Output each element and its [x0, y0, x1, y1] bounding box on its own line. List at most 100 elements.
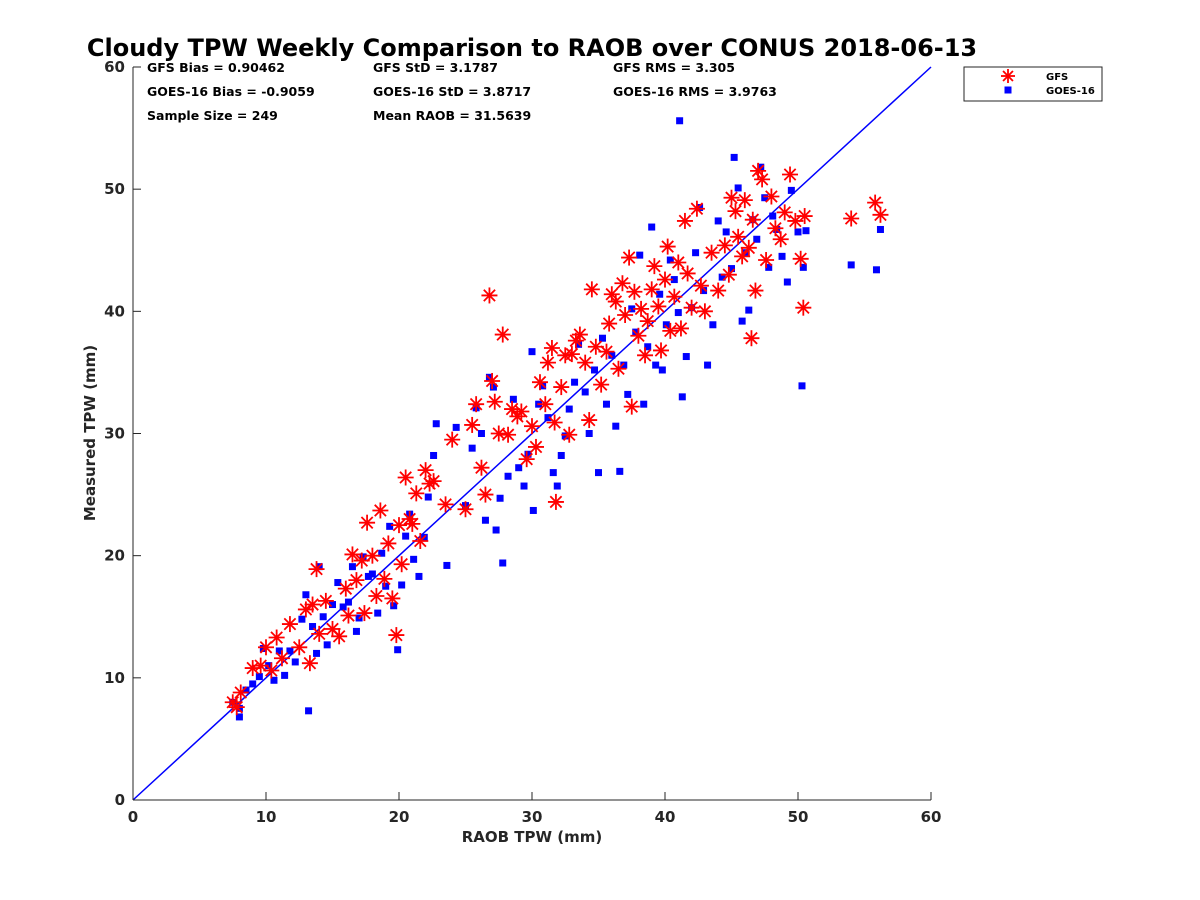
gfs-point [666, 288, 683, 305]
gfs-point [626, 283, 643, 300]
goes16-point [235, 713, 243, 721]
x-tick-label: 60 [921, 808, 942, 826]
gfs-point [659, 238, 676, 255]
goes16-point [678, 393, 686, 401]
gfs-point [553, 379, 570, 396]
goes16-point [528, 348, 536, 356]
gfs-point [301, 655, 318, 672]
goes16-point [291, 658, 299, 666]
goes16-point [432, 420, 440, 428]
stat-text: GOES-16 Bias = -0.9059 [147, 84, 315, 99]
goes16-point [430, 451, 438, 459]
gfs-point [703, 244, 720, 261]
goes16-point [348, 563, 356, 571]
goes16-point [682, 353, 690, 361]
goes16-point [410, 555, 418, 563]
goes16-point [255, 673, 263, 681]
gfs-point [650, 298, 667, 315]
goes16-point [520, 482, 528, 490]
gfs-point [782, 166, 799, 183]
goes16-point [787, 186, 795, 194]
goes16-point [644, 343, 652, 351]
goes16-point [652, 361, 660, 369]
gfs-point [776, 204, 793, 221]
y-tick-label: 40 [104, 302, 125, 320]
goes16-point [323, 641, 331, 649]
goes16-point [298, 615, 306, 623]
goes16-point [549, 469, 557, 477]
gfs-point [376, 570, 393, 587]
stat-text: Mean RAOB = 31.5639 [373, 108, 531, 123]
gfs-point [524, 418, 540, 435]
gfs-point [481, 287, 498, 304]
goes16-point [302, 591, 310, 599]
legend-item: GOES-16 [1004, 86, 1095, 97]
goes16-point [798, 382, 806, 390]
gfs-point [537, 396, 554, 413]
legend: GFS GOES-16 [963, 66, 1103, 102]
gfs-point [633, 300, 650, 317]
gfs-point [872, 206, 889, 223]
gfs-point [437, 496, 454, 513]
gfs-point [607, 293, 624, 310]
goes16-point [745, 306, 753, 314]
gfs-point [683, 299, 700, 316]
goes16-point [281, 671, 289, 679]
goes16-point [398, 581, 406, 589]
goes16-point [390, 602, 398, 610]
stat-text: GFS Bias = 0.90462 [147, 60, 285, 75]
goes16-point [402, 532, 410, 540]
goes16-point [709, 321, 717, 329]
gfs-point [593, 376, 610, 393]
gfs-point [730, 228, 747, 245]
goes16-point [802, 227, 810, 235]
gfs-point [692, 277, 709, 294]
gfs-point [867, 194, 884, 211]
goes16-point [313, 649, 321, 657]
goes16-point [595, 469, 602, 477]
goes16-point [794, 228, 802, 236]
gfs-point [228, 699, 245, 716]
gfs-point [657, 271, 673, 288]
gfs-point [623, 398, 640, 415]
goes16-point [581, 388, 589, 396]
gfs-point [484, 372, 501, 389]
goes16-point [481, 516, 489, 524]
gfs-point [563, 346, 580, 363]
goes16-point [359, 553, 367, 561]
gfs-point [639, 313, 656, 330]
stat-text: GFS RMS = 3.305 [613, 60, 735, 75]
goes16-point [477, 430, 485, 437]
gfs-point [758, 252, 775, 269]
goes16-point [847, 261, 855, 269]
chart-title: Cloudy TPW Weekly Comparison to RAOB ove… [87, 34, 977, 62]
gfs-point [598, 343, 615, 360]
gfs-point [723, 189, 740, 206]
goes16-point [783, 278, 791, 286]
gfs-point [494, 326, 511, 343]
gfs-point [710, 282, 727, 299]
goes16-point [468, 444, 476, 452]
stat-text: GFS StD = 3.1787 [373, 60, 498, 75]
gfs-point [417, 462, 434, 479]
gfs-point [444, 431, 461, 448]
goes16-point [339, 603, 347, 611]
gfs-point [340, 607, 357, 624]
gfs-point [796, 208, 813, 225]
goes16-point [499, 559, 507, 567]
data-points [224, 117, 889, 721]
goes16-point [489, 383, 497, 391]
goes16-point [529, 506, 537, 514]
goes16-point [305, 707, 313, 715]
gfs-point [380, 535, 397, 552]
goes16-point [415, 572, 423, 580]
goes16-point [778, 252, 786, 260]
goes16-point [648, 223, 656, 231]
goes16-point [700, 287, 708, 295]
gfs-point [743, 330, 760, 347]
goes16-point [334, 579, 342, 587]
goes16-point [608, 351, 616, 359]
goes16-point [452, 423, 460, 431]
y-tick-label: 60 [104, 58, 125, 76]
gfs-point [391, 517, 407, 534]
